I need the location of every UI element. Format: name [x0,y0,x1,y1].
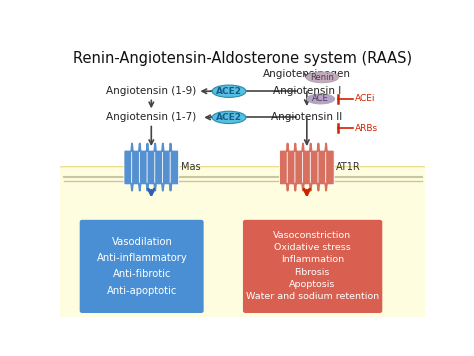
Text: ARBs: ARBs [355,124,378,133]
Text: Renin-Angiotensin-Aldosterone system (RAAS): Renin-Angiotensin-Aldosterone system (RA… [73,51,412,66]
Text: ACE2: ACE2 [216,87,242,96]
Text: ACE2: ACE2 [216,113,242,122]
FancyBboxPatch shape [155,150,163,185]
FancyBboxPatch shape [170,150,179,185]
FancyBboxPatch shape [287,150,296,185]
Text: Anti-fibrotic: Anti-fibrotic [113,269,171,279]
Text: Water and sodium retention: Water and sodium retention [246,292,379,301]
Text: Vasoconstriction: Vasoconstriction [273,231,351,240]
FancyBboxPatch shape [139,150,148,185]
FancyBboxPatch shape [49,167,437,328]
Ellipse shape [307,94,335,104]
Text: AT1R: AT1R [336,162,361,172]
Text: Anti-inflammatory: Anti-inflammatory [97,253,187,263]
FancyBboxPatch shape [243,220,383,313]
FancyBboxPatch shape [326,150,334,185]
FancyBboxPatch shape [310,150,319,185]
FancyBboxPatch shape [302,150,311,185]
Text: ACEi: ACEi [355,94,375,104]
Ellipse shape [212,85,246,98]
Text: Oxidative stress: Oxidative stress [274,243,351,252]
Text: Renin: Renin [310,73,334,82]
FancyBboxPatch shape [147,150,155,185]
Text: Inflammation: Inflammation [281,255,344,265]
FancyBboxPatch shape [295,150,303,185]
FancyBboxPatch shape [163,150,171,185]
Text: ACE: ACE [312,94,329,104]
Text: Anti-apoptotic: Anti-apoptotic [107,286,177,296]
Ellipse shape [212,111,246,124]
Text: Apoptosis: Apoptosis [289,280,336,289]
Text: Angiotensin (1-9): Angiotensin (1-9) [106,86,196,96]
Text: Angiotensin II: Angiotensin II [271,112,342,122]
Text: Vasodilation: Vasodilation [111,237,173,247]
FancyBboxPatch shape [124,150,132,185]
FancyBboxPatch shape [80,220,204,313]
Text: Mas: Mas [181,162,200,172]
FancyBboxPatch shape [318,150,327,185]
FancyBboxPatch shape [280,150,288,185]
Text: Angiotensin (1-7): Angiotensin (1-7) [106,112,196,122]
Text: Angiotensinogen: Angiotensinogen [263,69,351,79]
Text: Angiotensin I: Angiotensin I [273,86,341,96]
Ellipse shape [306,72,338,83]
Text: Fibrosis: Fibrosis [294,268,330,277]
FancyBboxPatch shape [132,150,140,185]
